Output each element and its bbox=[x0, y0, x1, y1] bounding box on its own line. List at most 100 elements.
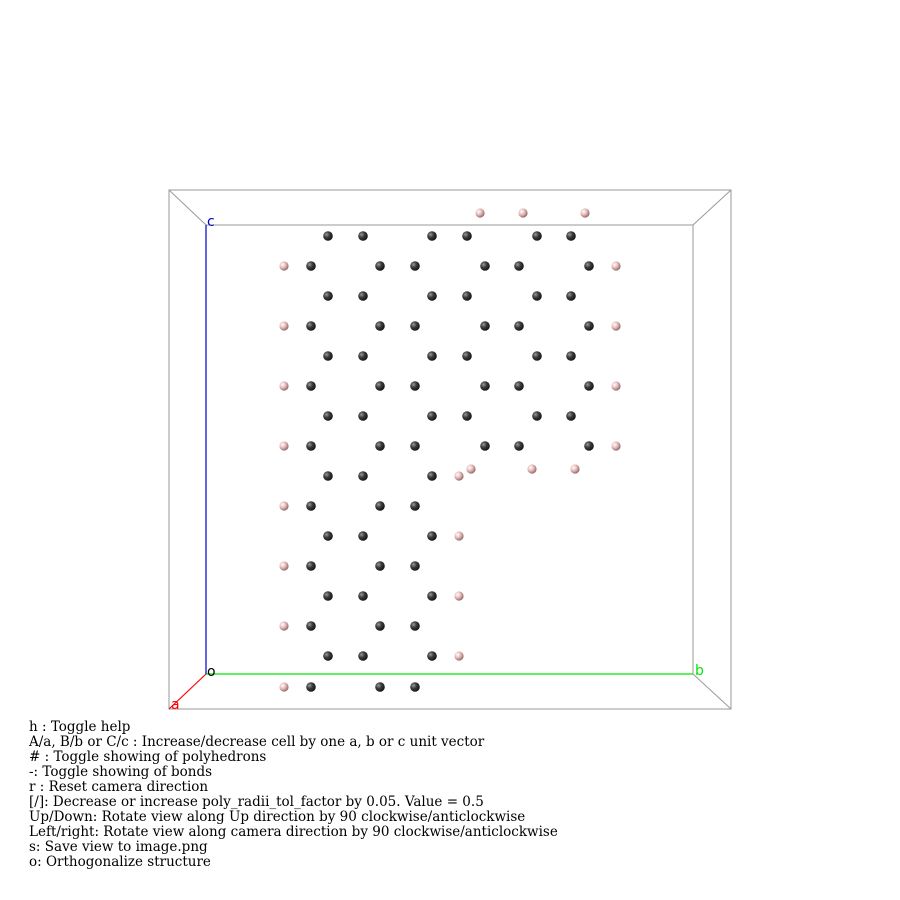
help-line-reset-camera: r : Reset camera direction bbox=[29, 779, 209, 795]
atom-dark bbox=[427, 231, 437, 241]
atom-light bbox=[279, 561, 289, 571]
atom-dark bbox=[358, 411, 368, 421]
help-line-orthogonalize: o: Orthogonalize structure bbox=[29, 854, 211, 870]
atom-dark bbox=[306, 381, 316, 391]
atom-dark bbox=[427, 291, 437, 301]
atom-light bbox=[279, 501, 289, 511]
atom-light bbox=[279, 381, 289, 391]
atom-light bbox=[454, 651, 464, 661]
atom-dark bbox=[323, 591, 333, 601]
axis-a-line bbox=[168, 673, 207, 710]
atom-dark bbox=[323, 351, 333, 361]
atom-dark bbox=[584, 261, 594, 271]
atom-dark bbox=[480, 321, 490, 331]
atom-dark bbox=[358, 231, 368, 241]
atom-dark bbox=[410, 441, 420, 451]
atom-light bbox=[580, 208, 590, 218]
atom-dark bbox=[375, 321, 385, 331]
help-line-polyhedrons: # : Toggle showing of polyhedrons bbox=[29, 749, 267, 765]
atom-dark bbox=[375, 682, 385, 692]
atom-dark bbox=[410, 682, 420, 692]
atom-dark bbox=[584, 321, 594, 331]
atom-light bbox=[518, 208, 528, 218]
atom-dark bbox=[480, 261, 490, 271]
atom-dark bbox=[532, 411, 542, 421]
structure-viewport[interactable]: a b c o bbox=[0, 0, 900, 720]
atom-dark bbox=[375, 381, 385, 391]
atom-light bbox=[611, 441, 621, 451]
atom-dark bbox=[323, 471, 333, 481]
atom-dark bbox=[323, 651, 333, 661]
atom-dark bbox=[410, 561, 420, 571]
atom-dark bbox=[427, 411, 437, 421]
atom-light bbox=[279, 321, 289, 331]
atom-dark bbox=[410, 621, 420, 631]
atom-dark bbox=[306, 621, 316, 631]
atom-dark bbox=[358, 471, 368, 481]
atom-dark bbox=[462, 291, 472, 301]
atom-dark bbox=[323, 411, 333, 421]
cell-back-face bbox=[205, 224, 694, 675]
atom-dark bbox=[358, 651, 368, 661]
atom-dark bbox=[410, 381, 420, 391]
atom-light bbox=[454, 471, 464, 481]
axis-a-label: a bbox=[171, 697, 180, 713]
atom-light bbox=[475, 208, 485, 218]
atom-dark bbox=[514, 321, 524, 331]
atom-dark bbox=[358, 351, 368, 361]
atom-dark bbox=[427, 591, 437, 601]
unit-cell-box bbox=[168, 189, 732, 710]
atom-dark bbox=[584, 381, 594, 391]
atom-dark bbox=[514, 261, 524, 271]
cell-edge-top-left bbox=[168, 189, 207, 226]
atom-light bbox=[611, 381, 621, 391]
atom-dark bbox=[427, 531, 437, 541]
help-line-rotate-left-right: Left/right: Rotate view along camera dir… bbox=[29, 824, 558, 840]
cell-edge-top-right bbox=[692, 189, 732, 226]
atom-light bbox=[454, 591, 464, 601]
atom-dark bbox=[462, 351, 472, 361]
atom-light bbox=[279, 261, 289, 271]
atom-dark bbox=[306, 501, 316, 511]
atom-dark bbox=[514, 381, 524, 391]
atom-dark bbox=[480, 441, 490, 451]
atom-dark bbox=[410, 501, 420, 511]
atom-dark bbox=[358, 531, 368, 541]
atom-dark bbox=[358, 291, 368, 301]
atom-dark bbox=[427, 651, 437, 661]
atom-dark bbox=[566, 411, 576, 421]
help-line-save-view: s: Save view to image.png bbox=[29, 839, 208, 855]
atom-dark bbox=[532, 291, 542, 301]
atom-dark bbox=[323, 231, 333, 241]
crystal-scene[interactable]: a b c o bbox=[0, 0, 900, 720]
cell-front-face bbox=[168, 189, 732, 710]
cell-edge-bottom-right bbox=[692, 673, 732, 710]
atom-light bbox=[611, 261, 621, 271]
atom-dark bbox=[566, 231, 576, 241]
atom-dark bbox=[584, 441, 594, 451]
atom-dark bbox=[462, 231, 472, 241]
atom-dark bbox=[306, 441, 316, 451]
atom-dark bbox=[480, 381, 490, 391]
atom-dark bbox=[566, 291, 576, 301]
atom-dark bbox=[532, 351, 542, 361]
atom-light bbox=[279, 682, 289, 692]
atom-light bbox=[466, 464, 476, 474]
atom-dark bbox=[514, 441, 524, 451]
help-line-bonds: -: Toggle showing of bonds bbox=[29, 764, 213, 780]
atom-dark bbox=[306, 261, 316, 271]
atom-dark bbox=[410, 261, 420, 271]
atom-dark bbox=[375, 501, 385, 511]
atom-dark bbox=[566, 351, 576, 361]
atom-dark bbox=[323, 291, 333, 301]
atom-light bbox=[454, 531, 464, 541]
atom-dark bbox=[323, 531, 333, 541]
atom-dark bbox=[375, 621, 385, 631]
atom-dark bbox=[427, 471, 437, 481]
help-line-poly-radii: [/]: Decrease or increase poly_radii_tol… bbox=[29, 794, 484, 810]
atom-dark bbox=[306, 682, 316, 692]
atom-dark bbox=[375, 441, 385, 451]
atom-dark bbox=[306, 561, 316, 571]
atom-light bbox=[279, 441, 289, 451]
atom-light bbox=[570, 464, 580, 474]
